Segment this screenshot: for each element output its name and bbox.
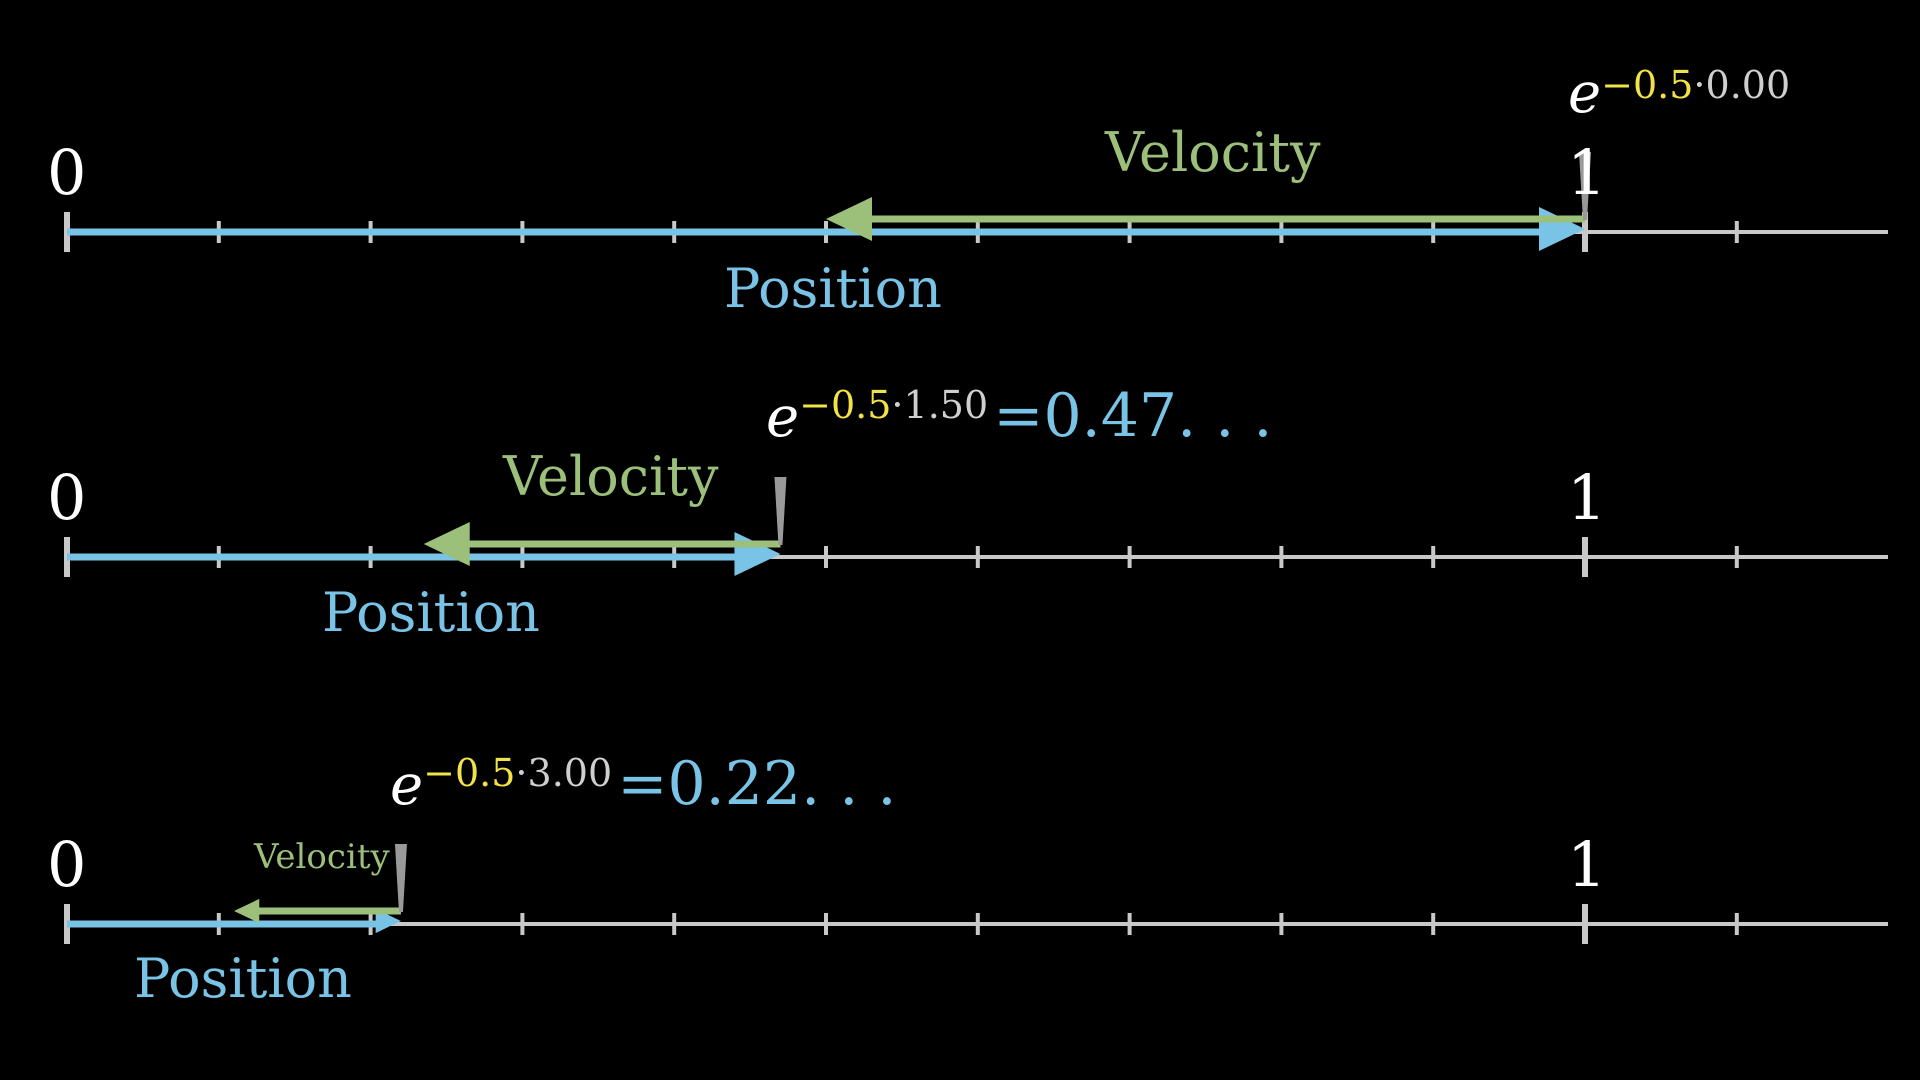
position-arrowhead bbox=[734, 532, 781, 576]
rate-value: −0.5 bbox=[423, 751, 516, 795]
zero-label-1: 0 bbox=[47, 136, 87, 209]
rate-value: −0.5 bbox=[799, 383, 892, 427]
time-value: 3.00 bbox=[527, 751, 613, 795]
value-marker bbox=[1579, 152, 1591, 220]
exponential-formula-2: e−0.5·1.50 =0.47. . . bbox=[766, 386, 1272, 446]
result-value: =0.47. . . bbox=[993, 381, 1273, 451]
one-label-2: 1 bbox=[1567, 461, 1607, 534]
dot: · bbox=[515, 751, 528, 795]
rate-value: −0.5 bbox=[1601, 63, 1694, 107]
velocity-label-3: Velocity bbox=[254, 837, 390, 877]
number-line-2 bbox=[64, 477, 1888, 577]
exponential-formula-3: e−0.5·3.00 =0.22. . . bbox=[390, 754, 896, 814]
position-arrowhead bbox=[1539, 207, 1585, 251]
number-line-3 bbox=[64, 844, 1888, 944]
velocity-label-2: Velocity bbox=[503, 445, 719, 508]
zero-label-2: 0 bbox=[47, 461, 87, 534]
velocity-arrowhead bbox=[826, 197, 872, 241]
value-marker bbox=[394, 844, 407, 912]
position-label-1: Position bbox=[724, 257, 942, 320]
number-line-1 bbox=[64, 152, 1888, 252]
time-value: 0.00 bbox=[1705, 63, 1791, 107]
dot: · bbox=[891, 383, 904, 427]
position-arrowhead bbox=[375, 908, 401, 934]
velocity-arrowhead bbox=[233, 898, 260, 924]
dot: · bbox=[1693, 63, 1706, 107]
velocity-arrowhead bbox=[423, 522, 470, 566]
velocity-label-1: Velocity bbox=[1105, 121, 1321, 184]
exp-base: e bbox=[1568, 61, 1602, 126]
one-label-1: 1 bbox=[1567, 136, 1607, 209]
position-label-2: Position bbox=[322, 581, 540, 644]
zero-label-3: 0 bbox=[47, 828, 87, 901]
value-marker bbox=[774, 477, 787, 545]
position-label-3: Position bbox=[134, 947, 352, 1010]
exp-base: e bbox=[390, 753, 424, 818]
result-value: =0.22. . . bbox=[617, 749, 897, 819]
one-label-3: 1 bbox=[1567, 828, 1607, 901]
time-value: 1.50 bbox=[903, 383, 989, 427]
exp-base: e bbox=[766, 385, 800, 450]
exponential-formula-1: e−0.5·0.00 bbox=[1568, 66, 1790, 122]
